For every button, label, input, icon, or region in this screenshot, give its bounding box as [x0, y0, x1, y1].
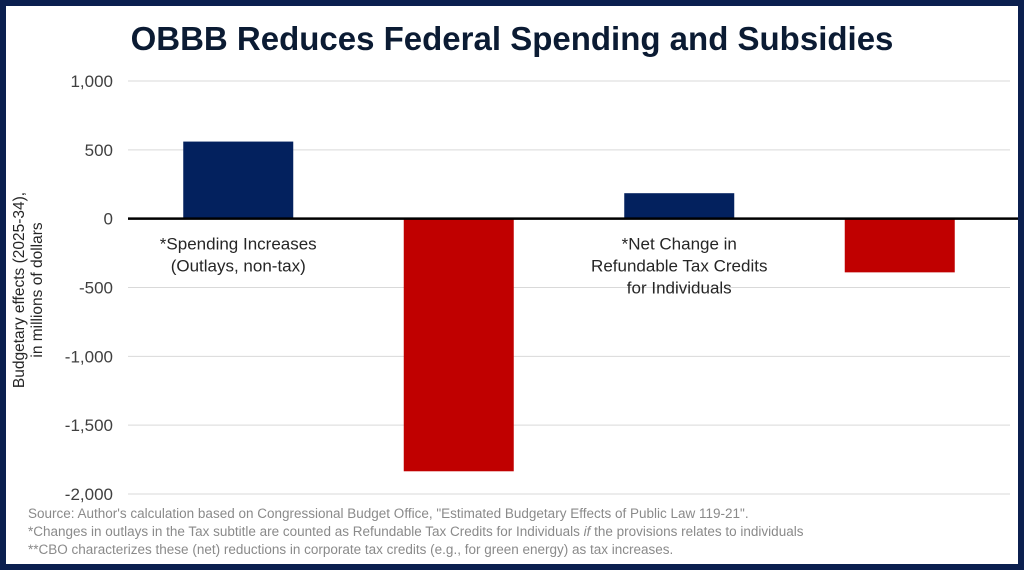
y-tick-label: -1,500 — [65, 416, 113, 435]
category-label: for Individuals — [627, 279, 732, 298]
footnote-1: *Changes in outlays in the Tax subtitle … — [28, 523, 803, 541]
bar — [844, 218, 955, 273]
y-tick-label: -2,000 — [65, 485, 113, 504]
y-tick-label: 0 — [104, 210, 113, 229]
bar — [403, 218, 514, 472]
source-note: Source: Author's calculation based on Co… — [28, 506, 749, 521]
chart-title: OBBB Reduces Federal Spending and Subsid… — [130, 20, 894, 57]
category-label: *Spending Increases — [160, 235, 317, 254]
footnote-1-emphasis: if — [583, 524, 591, 539]
category-label: (Outlays, non-tax) — [171, 257, 306, 276]
bar — [624, 193, 735, 219]
footnote-1-text-end: the provisions relates to individuals — [590, 524, 804, 539]
category-label: Refundable Tax Credits — [591, 257, 767, 276]
y-tick-label: -1,000 — [65, 347, 113, 366]
y-tick-label: 500 — [85, 141, 113, 160]
footnote-2: **CBO characterizes these (net) reductio… — [28, 542, 674, 557]
footnote-1-text: *Changes in outlays in the Tax subtitle … — [28, 524, 584, 539]
footnotes: Source: Author's calculation based on Co… — [28, 505, 803, 559]
y-axis-label: Budgetary effects (2025-34),in millions … — [11, 192, 46, 388]
bar — [183, 141, 294, 219]
y-tick-label: -500 — [79, 279, 113, 298]
y-tick-label: 1,000 — [70, 72, 113, 91]
category-label: *Net Change in — [622, 235, 737, 254]
